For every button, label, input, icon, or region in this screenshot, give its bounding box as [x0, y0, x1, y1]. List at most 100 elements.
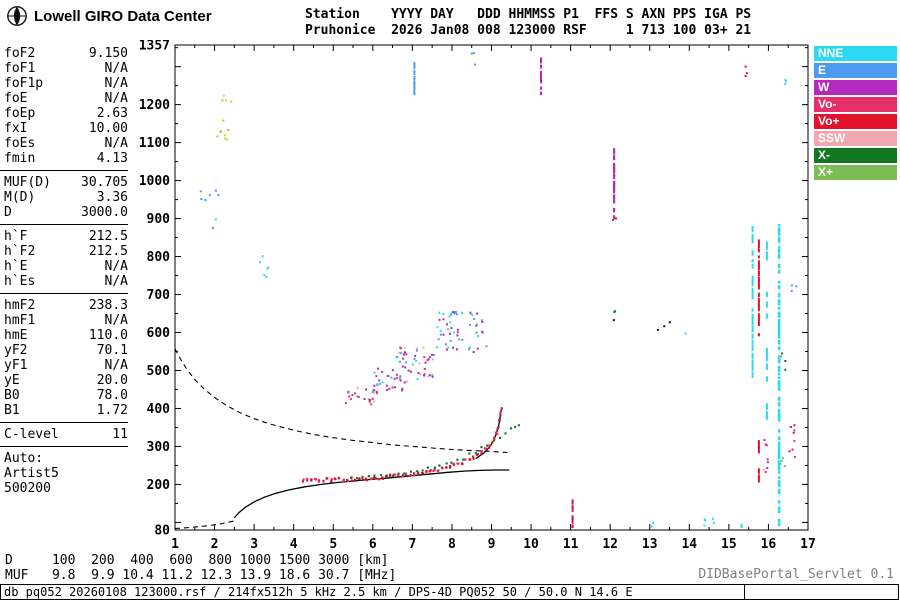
parameter-divider	[0, 170, 128, 171]
parameter-label: C-level	[4, 427, 59, 442]
parameter-row: h`Es N/A	[4, 274, 128, 289]
parameter-value: N/A	[104, 259, 128, 274]
parameter-row: foF1p N/A	[4, 76, 128, 91]
parameter-label: h`Es	[4, 274, 36, 289]
svg-text:200: 200	[147, 478, 171, 493]
interference-strip	[613, 148, 616, 219]
parameter-value: 238.3	[88, 298, 128, 313]
parameter-row: hmF1 N/A	[4, 313, 128, 328]
svg-text:1200: 1200	[139, 98, 170, 113]
parameter-value: 10.00	[88, 121, 128, 136]
interference-strip	[540, 57, 542, 96]
parameter-value: 3000.0	[81, 205, 128, 220]
svg-text:16: 16	[761, 537, 777, 552]
noise-cluster	[436, 311, 488, 353]
parameter-value: N/A	[104, 136, 128, 151]
interference-strip	[777, 223, 781, 527]
parameter-row: B0 78.0	[4, 388, 128, 403]
parameter-label: fxI	[4, 121, 28, 136]
svg-text:1: 1	[171, 537, 179, 552]
svg-text:1100: 1100	[139, 136, 170, 151]
parameter-row: yE 20.0	[4, 373, 128, 388]
noise-cluster	[395, 346, 435, 383]
parameter-value: 3.36	[96, 190, 128, 205]
parameter-row: 500200	[4, 481, 128, 496]
svg-text:800: 800	[147, 250, 171, 265]
noise-cluster	[762, 439, 769, 473]
noise-cluster	[259, 255, 270, 278]
noise-cluster	[612, 310, 617, 322]
svg-text:13: 13	[642, 537, 658, 552]
noise-cluster	[788, 424, 796, 458]
parameter-value: 9.150	[88, 46, 128, 61]
status-bar: db pq052 20260108 123000.rsf / 214fx512h…	[0, 584, 899, 600]
status-right-cell	[744, 585, 898, 599]
parameter-label: fmin	[4, 151, 36, 166]
parameter-value: 30.705	[81, 175, 128, 190]
parameter-label: hmF1	[4, 313, 36, 328]
parameter-value: N/A	[104, 61, 128, 76]
legend-item-nne: NNE	[814, 46, 897, 61]
parameter-row: foE N/A	[4, 91, 128, 106]
svg-text:80: 80	[154, 524, 170, 539]
svg-text:2: 2	[211, 537, 219, 552]
parameter-row: hmF2 238.3	[4, 298, 128, 313]
noise-cluster	[344, 386, 376, 406]
ionogram-chart: 1 2 3 4 5 6 7 8 9 10 11 12 13 14 15 16 17135712001100100…	[139, 40, 816, 552]
parameter-label: yF2	[4, 343, 28, 358]
svg-text:9: 9	[488, 537, 496, 552]
parameter-label: foF1p	[4, 76, 44, 91]
noise-cluster	[784, 78, 787, 85]
curve-bottom-model-curve	[174, 518, 237, 530]
svg-text:14: 14	[681, 537, 697, 552]
interference-strip	[751, 226, 754, 378]
parameter-row: MUF(D) 30.705	[4, 175, 128, 190]
trace-o-mode-trace	[301, 407, 503, 483]
parameter-row: foF2 9.150	[4, 46, 128, 61]
interference-strip	[571, 499, 574, 529]
header-values-line: Pruhonice 2026 Jan08 008 123000 RSF 1 71…	[305, 23, 752, 38]
svg-text:3: 3	[250, 537, 258, 552]
parameter-label: hmF2	[4, 298, 36, 313]
svg-text:17: 17	[800, 537, 816, 552]
parameter-label: foF2	[4, 46, 36, 61]
logo: Lowell GIRO Data Center	[6, 5, 212, 27]
noise-cluster	[703, 517, 715, 527]
parameter-label: foEs	[4, 136, 36, 151]
svg-text:7: 7	[408, 537, 416, 552]
svg-text:500: 500	[147, 364, 171, 379]
servlet-version-label: DIDBasePortal_Servlet 0.1	[698, 567, 894, 582]
parameter-label: B1	[4, 403, 20, 418]
noise-cluster	[199, 189, 220, 230]
parameter-row: Artist5	[4, 466, 128, 481]
parameter-value: 1.72	[96, 403, 128, 418]
svg-text:10: 10	[523, 537, 539, 552]
parameter-label: M(D)	[4, 190, 36, 205]
parameter-label: foE	[4, 91, 28, 106]
parameter-row: B1 1.72	[4, 403, 128, 418]
noise-cluster	[744, 65, 748, 77]
parameter-label: Auto:	[4, 451, 44, 466]
parameter-panel: foF2 9.150 foF1 N/A foF1p N/A foE N/A foEp 2.63 fx…	[0, 46, 128, 496]
parameter-value: 70.1	[96, 343, 128, 358]
legend-item-x: X+	[814, 165, 897, 180]
parameter-label: foF1	[4, 61, 36, 76]
parameter-value: 110.0	[88, 328, 128, 343]
axes	[174, 44, 809, 531]
svg-text:5: 5	[329, 537, 337, 552]
interference-strip	[765, 241, 768, 420]
parameter-label: hmE	[4, 328, 28, 343]
curve-muf-transmission-curve	[174, 348, 508, 454]
logo-text: Lowell GIRO Data Center	[34, 7, 212, 25]
parameter-row: C-level 11	[4, 427, 128, 442]
legend-item-w: W	[814, 80, 897, 95]
legend-item-vo: Vo+	[814, 114, 897, 129]
parameter-label: h`E	[4, 259, 28, 274]
svg-text:300: 300	[147, 440, 171, 455]
parameter-divider	[0, 293, 128, 294]
muf-distance-table: D 100 200 400 600 800 1000 1500 3000 [km…	[5, 553, 397, 583]
svg-text:8: 8	[448, 537, 456, 552]
parameter-label: 500200	[4, 481, 51, 496]
parameter-value: N/A	[104, 274, 128, 289]
